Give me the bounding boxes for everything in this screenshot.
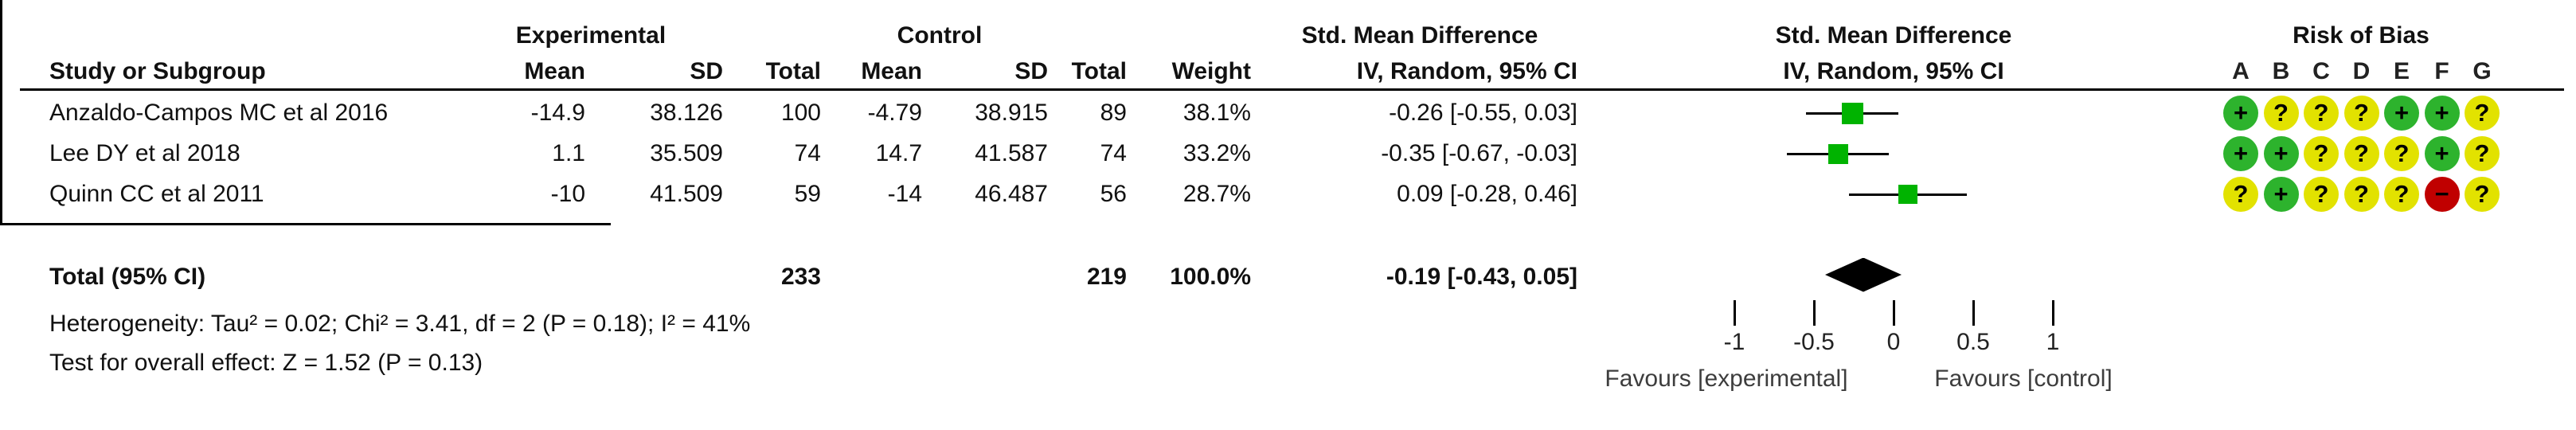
rob-circle-A: ? [2223, 177, 2258, 212]
rob-domain-letter: A [2232, 58, 2250, 84]
cell-ctl-sd: 38.915 [975, 100, 1048, 126]
cell-ctl-mean: -4.79 [867, 100, 922, 126]
axis-tick [2051, 300, 2054, 326]
total-exp-n: 233 [780, 264, 821, 290]
cell-ctl-sd: 41.587 [975, 140, 1048, 166]
rob-circle-C: ? [2304, 177, 2339, 212]
rob-domain-letter: E [2393, 58, 2410, 84]
axis-tick-label: -0.5 [1793, 329, 1835, 355]
rob-circle-F: + [2424, 96, 2460, 131]
cell-ci-text: 0.09 [-0.28, 0.46] [1397, 181, 1577, 207]
axis-tick-label: 0 [1886, 329, 1901, 355]
total-ctl-n: 219 [1086, 264, 1127, 290]
axis-tick-label: 1 [2046, 329, 2060, 355]
cell-exp-total: 100 [780, 100, 821, 126]
forest-plot-area: -1 -0.5 0 0.5 1 [0, 0, 2059, 355]
rob-circle-G: ? [2465, 136, 2500, 171]
study-name: Quinn CC et al 2011 [49, 181, 264, 207]
rob-circle-A: + [2223, 136, 2258, 171]
axis-tick [1972, 300, 1975, 326]
rob-domain-letter: D [2352, 58, 2371, 84]
rob-domain-letter: C [2312, 58, 2330, 84]
axis-tick-label: -1 [1723, 329, 1745, 355]
smd-graph-title: Std. Mean Difference [1775, 22, 2012, 49]
cell-exp-sd: 35.509 [650, 140, 723, 166]
ctl-mean-header: Mean [861, 58, 922, 84]
x-axis-line [0, 223, 611, 225]
rob-circle-G: ? [2465, 96, 2500, 131]
control-group-header: Control [897, 22, 983, 49]
exp-total-header: Total [765, 58, 821, 84]
rob-circle-D: ? [2343, 136, 2379, 171]
cell-exp-total: 74 [794, 140, 821, 166]
cell-exp-mean: -10 [550, 181, 585, 207]
experimental-group-header: Experimental [515, 22, 666, 49]
smd-column-title: Std. Mean Difference [1301, 22, 1538, 49]
ctl-total-header: Total [1071, 58, 1127, 84]
pooled-effect-diamond [1825, 257, 1902, 292]
risk-of-bias-title: Risk of Bias [2293, 22, 2429, 49]
overall-effect-text: Test for overall effect: Z = 1.52 (P = 0… [49, 350, 483, 376]
study-name: Lee DY et al 2018 [49, 140, 240, 166]
exp-mean-header: Mean [524, 58, 585, 84]
rob-circle-B: + [2263, 136, 2299, 171]
cell-weight: 28.7% [1182, 181, 1251, 207]
study-name: Anzaldo-Campos MC et al 2016 [49, 100, 389, 126]
cell-ctl-total: 89 [1100, 100, 1127, 126]
cell-weight: 33.2% [1182, 140, 1251, 166]
cell-ctl-mean: -14 [887, 181, 922, 207]
zero-reference-line [0, 0, 2, 223]
cell-exp-sd: 41.509 [650, 181, 723, 207]
header-rule [20, 88, 2564, 91]
axis-tick-label: 0.5 [1956, 329, 1990, 355]
heterogeneity-text: Heterogeneity: Tau² = 0.02; Chi² = 3.41,… [49, 311, 751, 337]
effect-square [1898, 185, 1917, 204]
exp-sd-header: SD [690, 58, 723, 84]
rob-circle-E: ? [2384, 177, 2419, 212]
rob-circle-F: − [2424, 177, 2460, 212]
cell-exp-mean: -14.9 [530, 100, 585, 126]
total-weight: 100.0% [1170, 264, 1251, 290]
cell-ctl-total: 74 [1100, 140, 1127, 166]
cell-ctl-total: 56 [1100, 181, 1127, 207]
rob-circle-D: ? [2343, 177, 2379, 212]
rob-circle-D: ? [2343, 96, 2379, 131]
rob-circle-E: ? [2384, 136, 2419, 171]
study-column-header: Study or Subgroup [49, 58, 266, 84]
smd-graph-subtitle: IV, Random, 95% CI [1783, 58, 2004, 84]
cell-ctl-mean: 14.7 [875, 140, 922, 166]
rob-circle-A: + [2223, 96, 2258, 131]
effect-square [1841, 102, 1863, 124]
cell-ci-text: -0.35 [-0.67, -0.03] [1381, 140, 1577, 166]
cell-ctl-sd: 46.487 [975, 181, 1048, 207]
ci-column-header: IV, Random, 95% CI [1356, 58, 1577, 84]
rob-circle-C: ? [2304, 96, 2339, 131]
rob-domain-letter: B [2272, 58, 2290, 84]
rob-circle-G: ? [2465, 177, 2500, 212]
cell-weight: 38.1% [1182, 100, 1251, 126]
cell-ci-text: -0.26 [-0.55, 0.03] [1389, 100, 1577, 126]
cell-exp-total: 59 [794, 181, 821, 207]
rob-circle-F: + [2424, 136, 2460, 171]
axis-tick [1892, 300, 1895, 326]
total-row-label: Total (95% CI) [49, 264, 206, 290]
weight-header: Weight [1171, 58, 1251, 84]
rob-circle-B: ? [2263, 96, 2299, 131]
ctl-sd-header: SD [1014, 58, 1048, 84]
rob-domain-letter: F [2434, 58, 2449, 84]
axis-tick [1812, 300, 1816, 326]
rob-circle-C: ? [2304, 136, 2339, 171]
axis-tick [1733, 300, 1736, 326]
cell-exp-mean: 1.1 [552, 140, 585, 166]
cell-exp-sd: 38.126 [650, 100, 723, 126]
total-ci-text: -0.19 [-0.43, 0.05] [1386, 264, 1577, 290]
effect-square [1827, 143, 1848, 164]
rob-circle-B: + [2263, 177, 2299, 212]
favours-experimental-label: Favours [experimental] [1605, 366, 1848, 392]
rob-circle-E: + [2384, 96, 2419, 131]
favours-control-label: Favours [control] [1934, 366, 2113, 392]
rob-domain-letter: G [2472, 58, 2492, 84]
